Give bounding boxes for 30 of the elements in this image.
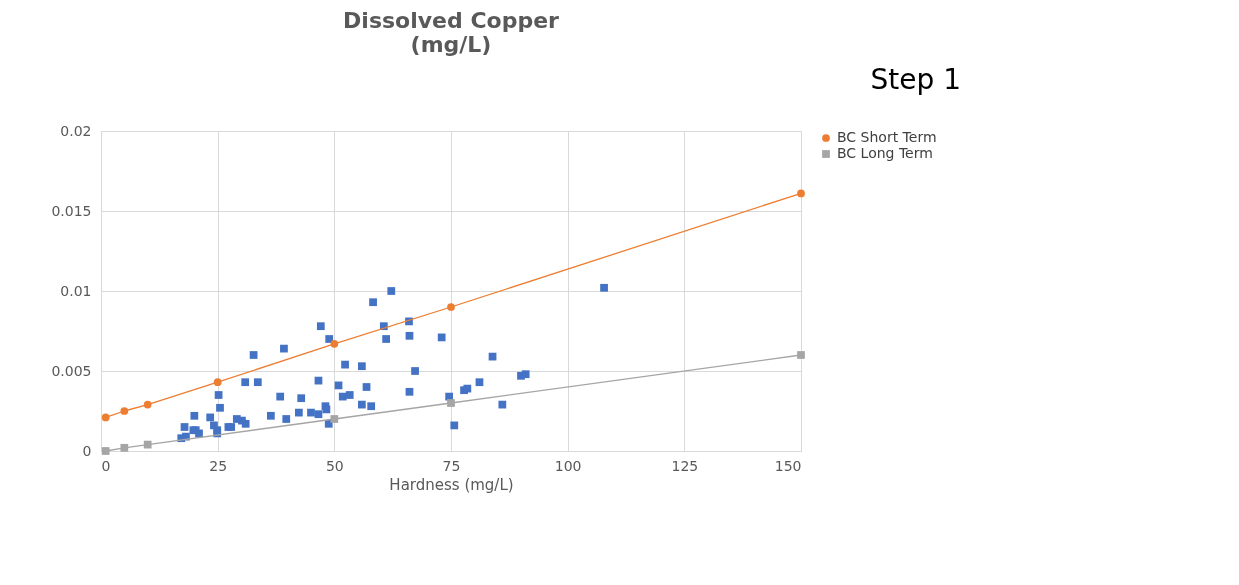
point [797,189,805,198]
point [143,400,152,409]
x-tick-label: 50 [325,457,344,474]
point [447,399,455,407]
point [120,407,129,415]
x-tick-label: 100 [554,457,582,474]
point [143,440,152,449]
legend-label: BC Long Term [837,145,933,161]
x-tick-label: 75 [442,457,461,474]
x-tick-label: 150 [774,457,802,474]
chart-title: Dissolved Copper (mg/L) [343,8,560,57]
point [447,303,455,311]
point [120,443,129,452]
point [330,339,339,348]
y-tick-label: 0 [82,442,92,459]
x-tick-label: 0 [101,457,111,474]
y-tick-label: 0.005 [51,362,92,379]
text: Step 1 [870,63,961,96]
point [797,351,805,359]
x-tick-label: 25 [209,457,228,474]
x-tick-label: 125 [671,457,699,474]
x-axis-title: Hardness (mg/L) [389,475,514,494]
y-tick-label: 0.02 [60,122,92,139]
point [101,413,110,422]
point [101,447,110,455]
y-tick-label: 0.015 [51,202,92,219]
legend-label: BC Short Term [837,129,937,145]
y-tick-label: 0.01 [60,282,92,299]
point [330,415,339,423]
point [213,378,222,387]
